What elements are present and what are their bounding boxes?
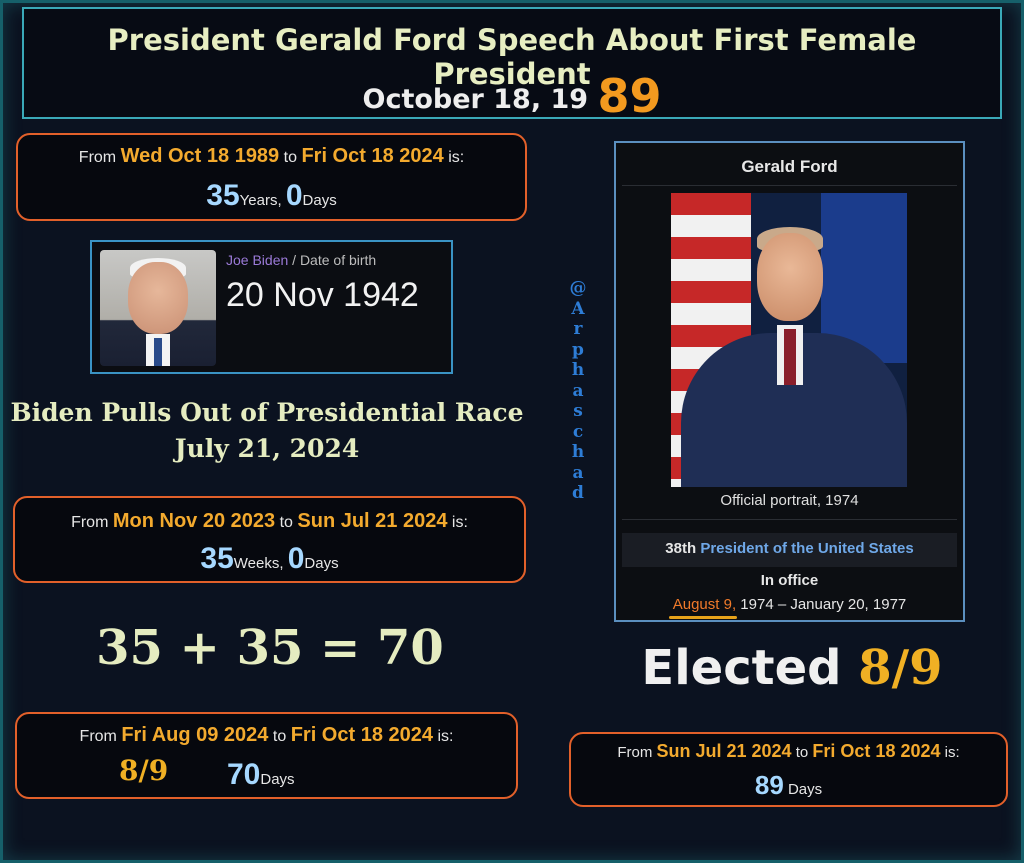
term-start-underline [669, 616, 737, 619]
ford-portrait[interactable] [671, 193, 907, 487]
is-label: is: [944, 744, 960, 761]
start-date: Fri Aug 09 2024 [121, 724, 269, 746]
presidency-title: 38th President of the United States [616, 540, 963, 557]
result-number: 89 [754, 770, 784, 800]
sum-equation: 35 + 35 = 70 [96, 620, 444, 676]
biden-name-link[interactable]: Joe Biden [226, 252, 289, 268]
fraction-label: 8/9 [119, 754, 169, 787]
date-range: From Fri Aug 09 2024 to Fri Oct 18 2024 … [17, 724, 516, 747]
presidency-link[interactable]: President of the United States [700, 540, 914, 557]
start-date: Sun Jul 21 2024 [656, 741, 792, 761]
elected-heading: Elected 8/9 [560, 640, 1024, 696]
ford-name: Gerald Ford [741, 157, 838, 176]
handle-letter: h [571, 442, 585, 462]
result: 89 Days [571, 770, 1006, 801]
handle-letter: d [572, 483, 584, 503]
date-calc-aug-oct: From Fri Aug 09 2024 to Fri Oct 18 2024 … [15, 712, 518, 799]
end-date: Fri Oct 18 2024 [301, 145, 444, 167]
term-rest: 1974 – January 20, 1977 [736, 596, 907, 613]
date-range: From Sun Jul 21 2024 to Fri Oct 18 2024 … [571, 741, 1006, 762]
dob-label: / Date of birth [288, 252, 377, 268]
term-start: August 9, [672, 596, 737, 613]
to-label: to [795, 744, 809, 761]
handle-letter: A [571, 298, 585, 319]
handle-letter: h [571, 360, 585, 380]
result: 35Years, 0Days [18, 179, 525, 213]
title-banner: President Gerald Ford Speech About First… [22, 7, 1002, 123]
date-range: From Wed Oct 18 1989 to Fri Oct 18 2024 … [18, 145, 525, 168]
end-date: Fri Oct 18 2024 [290, 724, 433, 746]
to-label: to [279, 514, 293, 531]
term-dates: August 9, 1974 – January 20, 1977 [616, 596, 963, 613]
handle-letter: @ [569, 278, 587, 298]
divider [622, 185, 957, 186]
result-unit: Weeks, [233, 555, 284, 572]
to-label: to [283, 149, 297, 166]
biden-heading: Joe Biden / Date of birth [226, 252, 376, 268]
end-date: Fri Oct 18 2024 [812, 741, 941, 761]
is-label: is: [437, 728, 454, 745]
ford-infobox: Gerald Ford Official portrait, 1974 38th… [614, 141, 965, 622]
elected-value: 8/9 [858, 640, 943, 696]
from-label: From [617, 744, 653, 761]
end-date: Sun Jul 21 2024 [297, 510, 448, 532]
handle-letter: c [572, 421, 584, 442]
start-date: Wed Oct 18 1989 [120, 145, 280, 167]
result-unit: Days [304, 555, 339, 572]
title-line: President Gerald Ford Speech About First… [107, 23, 917, 91]
title-date: October 18, 19 89 [24, 69, 1000, 123]
date-calc-1989-2024: From Wed Oct 18 1989 to Fri Oct 18 2024 … [16, 133, 527, 221]
title-date-prefix: October 18, 19 [362, 84, 589, 115]
in-office-label: In office [760, 572, 819, 589]
result-unit: Days [787, 781, 823, 798]
date-calc-jul-oct: From Sun Jul 21 2024 to Fri Oct 18 2024 … [569, 732, 1008, 807]
biden-dob: 20 Nov 1942 [226, 276, 419, 314]
from-label: From [78, 149, 117, 166]
biden-birth-card: Joe Biden / Date of birth 20 Nov 1942 [90, 240, 453, 374]
office-stripe [622, 533, 957, 567]
to-label: to [272, 728, 287, 745]
ordinal: 38th [665, 540, 697, 557]
title-date-emphasis: 89 [597, 69, 662, 123]
from-label: From [79, 728, 117, 745]
from-label: From [71, 514, 109, 531]
pulls-out-heading: Biden Pulls Out of Presidential Race [10, 398, 524, 427]
result-number: 35 [200, 542, 234, 575]
result-number: 70 [227, 758, 261, 791]
elected-label: Elected [641, 640, 842, 696]
handle-letter: a [572, 462, 584, 483]
handle-letter: s [573, 401, 583, 421]
handle-letter: r [573, 319, 583, 339]
is-label: is: [448, 149, 465, 166]
start-date: Mon Nov 20 2023 [112, 510, 276, 532]
result-unit: Days [260, 771, 295, 788]
divider [622, 519, 957, 520]
result-unit: Years, [239, 192, 282, 209]
result-number: 35 [206, 179, 240, 212]
result: 70Days [227, 758, 295, 792]
result-number: 0 [285, 179, 303, 212]
date-calc-2023-2024: From Mon Nov 20 2023 to Sun Jul 21 2024 … [13, 496, 526, 583]
date-range: From Mon Nov 20 2023 to Sun Jul 21 2024 … [15, 510, 524, 533]
result-unit: Days [302, 192, 337, 209]
handle-letter: a [572, 380, 584, 401]
biden-photo [100, 250, 216, 366]
pulls-out-date: July 21, 2024 [174, 434, 360, 463]
is-label: is: [451, 514, 468, 531]
handle-letter: p [572, 339, 584, 360]
result: 35Weeks, 0Days [15, 542, 524, 576]
result-number: 0 [287, 542, 305, 575]
portrait-caption: Official portrait, 1974 [720, 492, 859, 509]
